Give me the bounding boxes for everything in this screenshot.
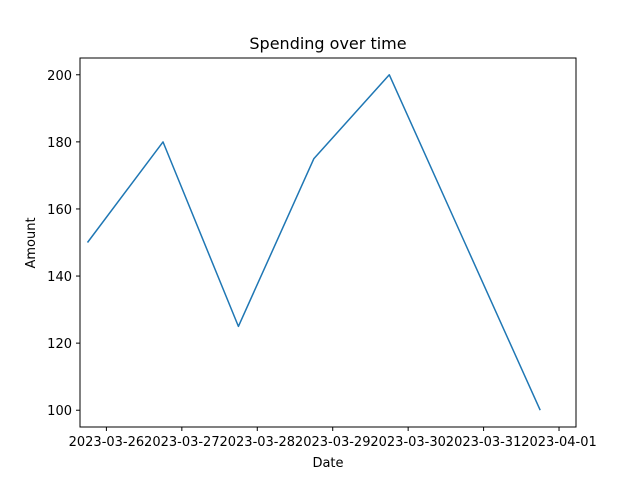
x-axis-ticks: 2023-03-26 2023-03-27 2023-03-28 2023-03-29… [69, 427, 597, 450]
y-axis-label: Amount [24, 217, 39, 268]
x-tick-label: 2023-03-30 [370, 435, 446, 450]
y-tick-label: 200 [47, 69, 72, 84]
plot-frame [79, 57, 577, 428]
x-axis-label: Date [312, 456, 343, 471]
y-tick-label: 180 [47, 136, 72, 151]
x-tick-label: 2023-04-01 [521, 435, 597, 450]
x-tick-label: 2023-03-29 [295, 435, 371, 450]
x-tick-label: 2023-03-31 [446, 435, 522, 450]
y-tick-label: 140 [47, 270, 72, 285]
chart-title: Spending over time [249, 34, 406, 53]
y-tick-label: 100 [47, 404, 72, 419]
series-layer [86, 74, 541, 411]
y-tick-label: 120 [47, 337, 72, 352]
y-axis-ticks: 100 120 140 160 180 200 [47, 69, 80, 419]
x-tick-label: 2023-03-26 [69, 435, 145, 450]
x-tick-label: 2023-03-28 [219, 435, 295, 450]
y-tick-label: 160 [47, 203, 72, 218]
series-line-0 [86, 74, 541, 411]
x-tick-label: 2023-03-27 [144, 435, 220, 450]
